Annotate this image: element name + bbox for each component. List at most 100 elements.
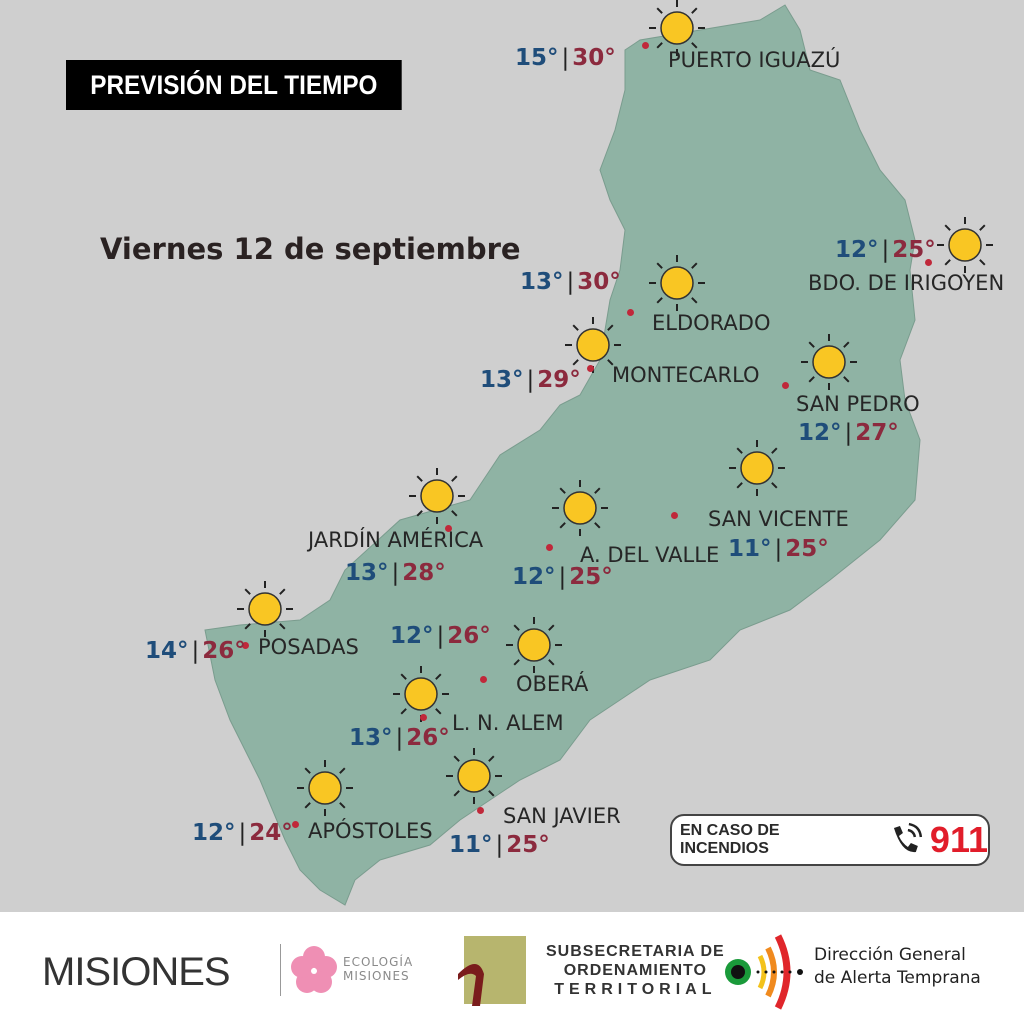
separator: | [526, 367, 535, 393]
city-temperatures: 13° | 28° [345, 560, 446, 586]
sun-icon [727, 438, 787, 498]
min-temp: 13° [349, 725, 393, 751]
city-marker [924, 258, 932, 266]
separator: | [436, 623, 445, 649]
min-temp: 13° [480, 367, 524, 393]
ecologia-line2: MISIONES [343, 969, 410, 983]
city-name: ELDORADO [652, 311, 771, 335]
sub-line1: SUBSECRETARIA DE [546, 943, 725, 960]
alert-signal-icon [725, 934, 803, 1010]
ecologia-line1: ECOLOGÍA [343, 955, 414, 969]
sun-icon [647, 253, 707, 313]
city-marker [476, 806, 484, 814]
city-name: OBERÁ [516, 672, 589, 696]
city-marker [781, 381, 789, 389]
city-marker [670, 511, 678, 519]
min-temp: 12° [512, 564, 556, 590]
sun-icon [407, 466, 467, 526]
separator: | [238, 820, 247, 846]
flower-icon [291, 946, 337, 993]
city-name: SAN PEDRO [796, 392, 920, 416]
city-name: MONTECARLO [612, 363, 760, 387]
divider [280, 944, 281, 996]
city-name: PUERTO IGUAZÚ [668, 48, 841, 72]
city-marker [419, 713, 427, 721]
city-temperatures: 13° | 26° [349, 725, 450, 751]
separator: | [844, 420, 853, 446]
sun-icon [563, 315, 623, 375]
page-title: PREVISIÓN DEL TIEMPO [66, 60, 402, 110]
city-name: APÓSTOLES [308, 819, 433, 843]
subsecretaria-emblem [458, 936, 526, 1006]
max-temp: 28° [402, 560, 446, 586]
min-temp: 12° [192, 820, 236, 846]
city-marker [641, 41, 649, 49]
sun-icon [444, 746, 504, 806]
city-temperatures: 11° | 25° [728, 536, 829, 562]
city-temperatures: 13° | 30° [520, 269, 621, 295]
min-temp: 12° [835, 237, 879, 263]
city-temperatures: 14° | 26° [145, 638, 246, 664]
min-temp: 11° [449, 832, 493, 858]
separator: | [395, 725, 404, 751]
max-temp: 26° [447, 623, 491, 649]
max-temp: 27° [855, 420, 899, 446]
max-temp: 26° [202, 638, 246, 664]
separator: | [561, 45, 570, 71]
city-temperatures: 12° | 27° [798, 420, 899, 446]
city-name: SAN JAVIER [503, 804, 621, 828]
sun-icon [504, 615, 564, 675]
city-temperatures: 12° | 24° [192, 820, 293, 846]
ecologia-logo: ECOLOGÍA MISIONES [343, 955, 413, 983]
footer-logos: MISIONES ECOLOGÍA MISIONES SUBSECRETARIA… [0, 912, 1024, 1024]
max-temp: 25° [506, 832, 550, 858]
sun-icon [935, 215, 995, 275]
emergency-label: EN CASO DE INCENDIOS [680, 822, 780, 857]
max-temp: 24° [249, 820, 293, 846]
separator: | [566, 269, 575, 295]
dgat-line1: Dirección General [814, 945, 966, 965]
city-temperatures: 12° | 25° [835, 237, 936, 263]
city-name: L. N. ALEM [452, 711, 564, 735]
forecast-date: Viernes 12 de septiembre [100, 232, 521, 266]
max-temp: 30° [577, 269, 621, 295]
separator: | [558, 564, 567, 590]
sub-line3: TERRITORIAL [554, 981, 717, 998]
separator: | [774, 536, 783, 562]
min-temp: 13° [520, 269, 564, 295]
city-temperatures: 12° | 25° [512, 564, 613, 590]
sun-icon [550, 478, 610, 538]
max-temp: 25° [892, 237, 936, 263]
misiones-map [204, 4, 921, 906]
min-temp: 15° [515, 45, 559, 71]
separator: | [881, 237, 890, 263]
city-marker [626, 308, 634, 316]
phone-icon [894, 822, 923, 853]
min-temp: 14° [145, 638, 189, 664]
dgat-line2: de Alerta Temprana [814, 968, 981, 988]
emergency-banner: EN CASO DE INCENDIOS 911 [670, 814, 990, 866]
max-temp: 30° [572, 45, 616, 71]
max-temp: 29° [537, 367, 581, 393]
city-name: JARDÍN AMÉRICA [308, 528, 484, 552]
sun-icon [799, 332, 859, 392]
sub-line2: ORDENAMIENTO [563, 962, 707, 979]
max-temp: 26° [406, 725, 450, 751]
separator: | [391, 560, 400, 586]
city-name: BDO. DE IRIGOYEN [808, 271, 1005, 295]
subsecretaria-logo: SUBSECRETARIA DE ORDENAMIENTO TERRITORIA… [546, 942, 725, 999]
city-marker [479, 675, 487, 683]
sun-icon [295, 758, 355, 818]
separator: | [191, 638, 200, 664]
city-temperatures: 15° | 30° [515, 45, 616, 71]
min-temp: 12° [798, 420, 842, 446]
emergency-number: 911 [929, 819, 988, 860]
city-marker [586, 364, 594, 372]
misiones-logo: MISIONES [42, 950, 231, 994]
city-temperatures: 11° | 25° [449, 832, 550, 858]
city-marker [291, 820, 299, 828]
min-temp: 12° [390, 623, 434, 649]
max-temp: 25° [569, 564, 613, 590]
city-marker [444, 524, 452, 532]
city-marker [241, 641, 249, 649]
